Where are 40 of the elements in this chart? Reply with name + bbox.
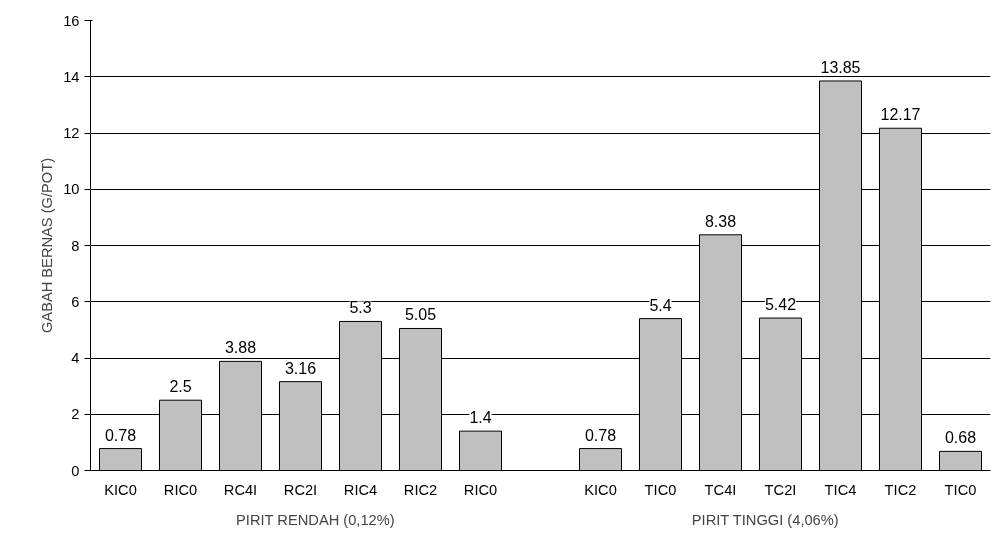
text: PIRIT TINGGI (4,06%) <box>691 511 839 528</box>
x-tick-label: RIC0 <box>163 481 198 498</box>
y-tick-label: 10 <box>63 181 80 198</box>
data-label: 13.85 <box>820 58 861 76</box>
data-label: 8.38 <box>704 212 737 230</box>
y-tick-label: 16 <box>63 12 80 29</box>
data-label: 5.42 <box>764 296 797 314</box>
y-tick-label: 6 <box>71 293 80 310</box>
data-label: 12.17 <box>880 106 921 124</box>
data-label: 3.16 <box>284 359 317 377</box>
y-tick-label: 2 <box>71 406 80 423</box>
data-label: 5.4 <box>649 296 672 314</box>
y-tick-label: 14 <box>63 68 80 85</box>
x-tick-label: TIC0 <box>644 481 677 498</box>
data-label: 0.78 <box>584 426 617 444</box>
x-tick-label: TIC2 <box>884 481 917 498</box>
data-label: 2.5 <box>169 378 192 396</box>
x-tick-label: RIC4 <box>343 481 378 498</box>
y-tick-label: 8 <box>71 237 80 254</box>
data-label: 5.05 <box>404 306 437 324</box>
y-tick-label: 0 <box>71 462 80 479</box>
x-tick-label: TC4I <box>704 481 737 498</box>
data-label: 1.4 <box>469 409 492 427</box>
x-tick-label: TIC0 <box>944 481 977 498</box>
y-tick-label: 4 <box>71 350 80 366</box>
x-tick-label: TIC4 <box>824 481 857 498</box>
y-axis-title: GABAH BERNAS (G/POT) <box>39 157 56 334</box>
x-tick-label: KIC0 <box>104 481 137 498</box>
y-tick-label: 12 <box>63 125 80 141</box>
x-tick-label: RC4I <box>223 481 258 498</box>
text: PIRIT RENDAH (0,12%) <box>236 511 395 528</box>
data-label: 0.68 <box>944 429 977 447</box>
data-label: 0.78 <box>104 426 137 444</box>
x-tick-label: TC2I <box>764 481 797 498</box>
data-label: 3.88 <box>224 339 257 357</box>
x-tick-label: RIC2 <box>403 481 438 498</box>
x-tick-label: RC2I <box>283 481 318 498</box>
x-tick-label: KIC0 <box>584 481 617 498</box>
data-label: 5.3 <box>349 299 372 317</box>
x-tick-label: RIC0 <box>463 481 498 498</box>
